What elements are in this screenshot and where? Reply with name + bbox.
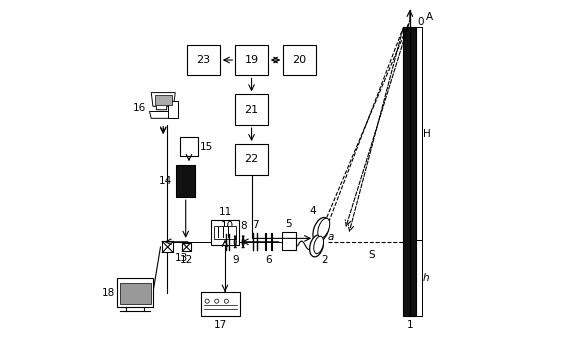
Bar <box>154 95 172 105</box>
Text: 13: 13 <box>175 253 188 263</box>
Ellipse shape <box>310 235 324 257</box>
Text: 23: 23 <box>197 55 210 65</box>
Text: 19: 19 <box>245 55 259 65</box>
Text: 7: 7 <box>252 221 258 230</box>
Bar <box>235 144 268 175</box>
Ellipse shape <box>314 236 324 253</box>
Bar <box>211 220 239 245</box>
Text: S: S <box>368 250 375 260</box>
Text: 14: 14 <box>159 176 172 186</box>
Circle shape <box>224 299 229 303</box>
Text: 1: 1 <box>406 320 413 330</box>
Bar <box>214 226 236 239</box>
Text: 9: 9 <box>232 255 239 265</box>
Text: a: a <box>328 232 334 242</box>
Ellipse shape <box>313 217 329 242</box>
Text: 10: 10 <box>221 221 234 231</box>
Text: H: H <box>423 129 431 139</box>
Text: 18: 18 <box>102 287 115 298</box>
Text: 12: 12 <box>180 255 193 265</box>
Bar <box>168 101 178 118</box>
Ellipse shape <box>318 218 329 238</box>
Bar <box>404 27 416 316</box>
Bar <box>117 278 153 307</box>
Text: 15: 15 <box>200 142 214 152</box>
Text: 2: 2 <box>321 255 327 264</box>
Text: A: A <box>426 12 433 22</box>
Bar <box>180 137 198 156</box>
Text: 16: 16 <box>133 103 146 113</box>
Circle shape <box>205 299 209 303</box>
Bar <box>282 232 296 250</box>
Text: 0: 0 <box>417 17 424 27</box>
Text: 8: 8 <box>240 221 246 231</box>
Bar <box>235 94 268 125</box>
Bar <box>187 45 220 75</box>
Text: 20: 20 <box>292 55 307 65</box>
Bar <box>182 243 191 251</box>
Text: 17: 17 <box>214 320 227 330</box>
Text: 11: 11 <box>218 207 231 217</box>
Bar <box>235 45 268 75</box>
Polygon shape <box>149 111 178 118</box>
Circle shape <box>215 299 219 303</box>
Text: h: h <box>423 273 430 283</box>
Bar <box>176 165 195 197</box>
Bar <box>120 283 150 304</box>
Text: 22: 22 <box>245 154 259 165</box>
Bar <box>162 241 173 252</box>
Text: 6: 6 <box>266 255 272 265</box>
Polygon shape <box>151 93 175 110</box>
Text: 21: 21 <box>245 105 259 115</box>
Text: 5: 5 <box>286 219 292 229</box>
Bar <box>283 45 316 75</box>
Bar <box>201 292 241 316</box>
Text: 4: 4 <box>309 206 316 216</box>
